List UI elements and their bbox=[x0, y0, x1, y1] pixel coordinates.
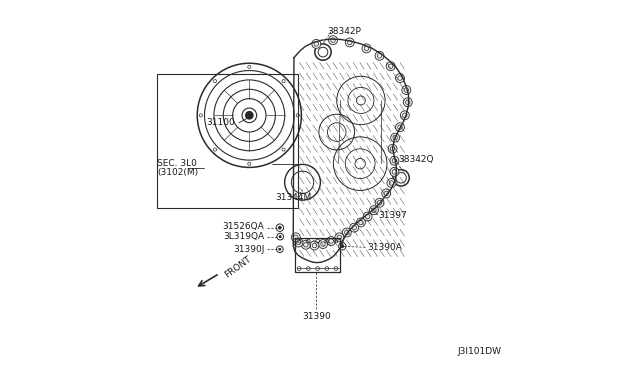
Text: 31390A: 31390A bbox=[367, 243, 403, 252]
Circle shape bbox=[375, 51, 384, 60]
Circle shape bbox=[326, 237, 335, 246]
Circle shape bbox=[390, 156, 399, 165]
Circle shape bbox=[363, 212, 372, 221]
Circle shape bbox=[312, 39, 321, 48]
Circle shape bbox=[402, 86, 411, 94]
Text: (3102(M): (3102(M) bbox=[157, 169, 198, 177]
Circle shape bbox=[396, 123, 404, 132]
Circle shape bbox=[386, 62, 395, 71]
Text: 31390J: 31390J bbox=[233, 245, 264, 254]
Circle shape bbox=[356, 218, 365, 227]
Text: 31526QA: 31526QA bbox=[223, 222, 264, 231]
Circle shape bbox=[294, 238, 303, 247]
Text: 38342Q: 38342Q bbox=[398, 155, 434, 164]
Bar bbox=[157, 74, 298, 208]
Circle shape bbox=[278, 248, 282, 251]
Text: 38342P: 38342P bbox=[328, 27, 362, 36]
Circle shape bbox=[401, 111, 410, 120]
Text: 31390: 31390 bbox=[302, 312, 331, 321]
Circle shape bbox=[246, 112, 253, 119]
Circle shape bbox=[388, 144, 397, 153]
Circle shape bbox=[342, 228, 351, 237]
Text: SEC. 3L0: SEC. 3L0 bbox=[157, 159, 197, 168]
Text: 31344M: 31344M bbox=[275, 193, 312, 202]
Circle shape bbox=[340, 244, 344, 248]
Circle shape bbox=[369, 206, 378, 215]
Text: 3L319QA: 3L319QA bbox=[223, 232, 264, 241]
Circle shape bbox=[362, 44, 371, 53]
Circle shape bbox=[278, 226, 282, 230]
Circle shape bbox=[346, 38, 354, 47]
Circle shape bbox=[335, 233, 344, 242]
Text: 31100: 31100 bbox=[207, 118, 235, 127]
Circle shape bbox=[278, 235, 282, 238]
Text: 31397: 31397 bbox=[379, 211, 408, 220]
Text: FRONT: FRONT bbox=[223, 254, 253, 280]
Circle shape bbox=[390, 133, 399, 142]
Circle shape bbox=[310, 241, 319, 250]
Circle shape bbox=[301, 240, 310, 249]
Circle shape bbox=[375, 198, 384, 207]
Circle shape bbox=[328, 36, 337, 45]
Circle shape bbox=[403, 98, 412, 107]
Circle shape bbox=[349, 223, 358, 232]
Text: J3I101DW: J3I101DW bbox=[458, 347, 502, 356]
Circle shape bbox=[387, 179, 396, 187]
Circle shape bbox=[396, 74, 404, 83]
Circle shape bbox=[381, 189, 390, 198]
Circle shape bbox=[319, 240, 328, 248]
Circle shape bbox=[390, 167, 399, 176]
Circle shape bbox=[291, 233, 300, 242]
